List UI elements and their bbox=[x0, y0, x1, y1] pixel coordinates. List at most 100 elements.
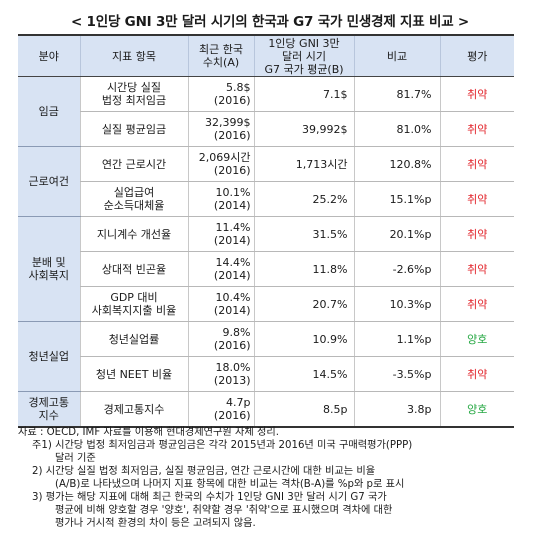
footnotes: 자료 : OECD, IMF 자료를 이용해 현대경제연구원 자체 정리. 주1… bbox=[18, 426, 522, 530]
recent-year: (2014) bbox=[213, 304, 251, 317]
indicator-line: 실업급여 bbox=[113, 186, 155, 199]
compare-value: 10.3%p bbox=[353, 286, 440, 322]
footnote-1-cont: 달러 기준 bbox=[55, 453, 96, 464]
recent-value-cell: 9.8% (2016) bbox=[187, 321, 254, 357]
table-row: 근로여건 연간 근로시간 2,069시간 (2016) 1,713시간 120.… bbox=[18, 146, 514, 217]
evaluation-badge: 취약 bbox=[439, 356, 514, 392]
g7-value: 1,713시간 bbox=[253, 146, 354, 182]
g7-value: 7.1$ bbox=[253, 76, 354, 112]
footnote-2-cont: (A/B)로 나타냈으며 나머지 지표 항목에 대한 비교는 격차(B-A)를 … bbox=[55, 479, 405, 490]
indicator-cell: 상대적 빈곤율 bbox=[79, 251, 188, 287]
recent-year: (2016) bbox=[213, 129, 251, 142]
g7-value: 31.5% bbox=[253, 216, 354, 252]
recent-value-cell: 4.7p (2016) bbox=[187, 391, 254, 428]
footnote-3: 3) 평가는 해당 지표에 대해 최근 한국의 수치가 1인당 GNI 3만 달… bbox=[32, 492, 387, 503]
g7-value: 10.9% bbox=[253, 321, 354, 357]
table-row: 상대적 빈곤율 14.4% (2014) 11.8% -2.6%p 취약 bbox=[18, 251, 514, 287]
footnote-1: 주1) 시간당 법정 최저임금과 평균임금은 각각 2015년과 2016년 미… bbox=[32, 440, 413, 451]
source-note: 자료 : OECD, IMF 자료를 이용해 현대경제연구원 자체 정리. bbox=[18, 427, 279, 438]
indicator-cell: 경제고통지수 bbox=[79, 391, 188, 428]
category-distribution-welfare: 분배 및 사회복지 bbox=[18, 216, 80, 322]
g7-value: 14.5% bbox=[253, 356, 354, 392]
g7-value: 11.8% bbox=[253, 251, 354, 287]
recent-year: (2014) bbox=[213, 199, 251, 212]
evaluation-badge: 취약 bbox=[439, 76, 514, 112]
recent-value-cell: 14.4% (2014) bbox=[187, 251, 254, 287]
indicator-cell: 실질 평균임금 bbox=[79, 111, 188, 147]
table-row: 청년실업 청년실업률 9.8% (2016) 10.9% 1.1%p 양호 bbox=[18, 321, 514, 392]
table-title: < 1인당 GNI 3만 달러 시기의 한국과 G7 국가 민생경제 지표 비교… bbox=[70, 14, 470, 30]
evaluation-badge: 취약 bbox=[439, 146, 514, 182]
recent-year: (2016) bbox=[213, 94, 251, 107]
recent-year: (2016) bbox=[213, 164, 251, 177]
recent-value: 11.4% bbox=[215, 221, 251, 234]
indicator-cell: 연간 근로시간 bbox=[79, 146, 188, 182]
header-g7-line2: 달러 시기 bbox=[282, 49, 326, 63]
recent-value-cell: 2,069시간 (2016) bbox=[187, 146, 254, 182]
g7-value: 25.2% bbox=[253, 181, 354, 217]
indicator-cell: 청년실업률 bbox=[79, 321, 188, 357]
header-recent: 최근 한국 수치(A) bbox=[187, 34, 254, 77]
recent-value-cell: 32,399$ (2016) bbox=[187, 111, 254, 147]
recent-value: 32,399$ bbox=[205, 116, 251, 129]
recent-value-cell: 10.1% (2014) bbox=[187, 181, 254, 217]
recent-value: 10.1% bbox=[215, 186, 251, 199]
recent-value: 9.8% bbox=[222, 326, 251, 339]
compare-value: 20.1%p bbox=[353, 216, 440, 252]
indicator-line: 순소득대체율 bbox=[103, 199, 165, 212]
footnote-3-cont: 평균에 비해 양호할 경우 '양호', 취약할 경우 '취약'으로 표시했으며 … bbox=[55, 505, 393, 516]
indicator-cell: 청년 NEET 비율 bbox=[79, 356, 188, 392]
table-row: GDP 대비 사회복지지출 비율 10.4% (2014) 20.7% 10.3… bbox=[18, 286, 514, 322]
evaluation-badge: 취약 bbox=[439, 216, 514, 252]
table-row: 청년 NEET 비율 18.0% (2013) 14.5% -3.5%p 취약 bbox=[18, 356, 514, 392]
category-misery-index: 경제고통 지수 bbox=[18, 391, 80, 428]
header-row: 분야 지표 항목 최근 한국 수치(A) 1인당 GNI 3만 달러 시기 G7… bbox=[18, 34, 514, 77]
category-wage: 임금 bbox=[18, 76, 80, 147]
header-g7-line3: G7 국가 평균(B) bbox=[264, 62, 344, 76]
recent-year: (2014) bbox=[213, 269, 251, 282]
indicator-line: 사회복지지출 비율 bbox=[91, 304, 177, 317]
table-row: 실업급여 순소득대체율 10.1% (2014) 25.2% 15.1%p 취약 bbox=[18, 181, 514, 217]
header-g7-line1: 1인당 GNI 3만 bbox=[268, 36, 340, 50]
recent-value-cell: 18.0% (2013) bbox=[187, 356, 254, 392]
compare-value: -3.5%p bbox=[353, 356, 440, 392]
table-row: 실질 평균임금 32,399$ (2016) 39,992$ 81.0% 취약 bbox=[18, 111, 514, 147]
g7-value: 20.7% bbox=[253, 286, 354, 322]
category-line: 경제고통 bbox=[28, 396, 69, 409]
g7-value: 8.5p bbox=[253, 391, 354, 428]
evaluation-badge: 양호 bbox=[439, 321, 514, 357]
recent-value-cell: 11.4% (2014) bbox=[187, 216, 254, 252]
indicator-cell: 지니계수 개선율 bbox=[79, 216, 188, 252]
indicator-cell: 실업급여 순소득대체율 bbox=[79, 181, 188, 217]
compare-value: 81.7% bbox=[353, 76, 440, 112]
header-g7: 1인당 GNI 3만 달러 시기 G7 국가 평균(B) bbox=[253, 34, 354, 77]
recent-value: 14.4% bbox=[215, 256, 251, 269]
category-line: 사회복지 bbox=[28, 269, 69, 282]
recent-value: 18.0% bbox=[215, 361, 251, 374]
footnote-2: 2) 시간당 실질 법정 최저임금, 실질 평균임금, 연간 근로시간에 대한 … bbox=[32, 466, 376, 477]
evaluation-badge: 취약 bbox=[439, 286, 514, 322]
recent-year: (2016) bbox=[213, 339, 251, 352]
table-row: 경제고통 지수 경제고통지수 4.7p (2016) 8.5p 3.8p 양호 bbox=[18, 391, 514, 428]
category-line: 지수 bbox=[38, 409, 59, 422]
category-work-conditions: 근로여건 bbox=[18, 146, 80, 217]
recent-value: 5.8$ bbox=[226, 81, 251, 94]
category-line: 분배 및 bbox=[31, 256, 66, 269]
evaluation-badge: 취약 bbox=[439, 111, 514, 147]
header-recent-line1: 최근 한국 bbox=[199, 43, 243, 56]
compare-value: -2.6%p bbox=[353, 251, 440, 287]
recent-value-cell: 5.8$ (2016) bbox=[187, 76, 254, 112]
recent-value: 4.7p bbox=[226, 396, 251, 409]
evaluation-badge: 취약 bbox=[439, 251, 514, 287]
recent-year: (2014) bbox=[213, 234, 251, 247]
comparison-table: 분야 지표 항목 최근 한국 수치(A) 1인당 GNI 3만 달러 시기 G7… bbox=[18, 34, 514, 428]
category-youth-unemployment: 청년실업 bbox=[18, 321, 80, 392]
compare-value: 15.1%p bbox=[353, 181, 440, 217]
indicator-cell: 시간당 실질 법정 최저임금 bbox=[79, 76, 188, 112]
recent-year: (2013) bbox=[213, 374, 251, 387]
recent-value: 10.4% bbox=[215, 291, 251, 304]
header-evaluation: 평가 bbox=[439, 34, 514, 77]
indicator-line: 법정 최저임금 bbox=[101, 94, 167, 107]
recent-value: 2,069시간 bbox=[198, 151, 251, 164]
table-row: 임금 시간당 실질 법정 최저임금 5.8$ (2016) 7.1$ 81.7%… bbox=[18, 76, 514, 147]
